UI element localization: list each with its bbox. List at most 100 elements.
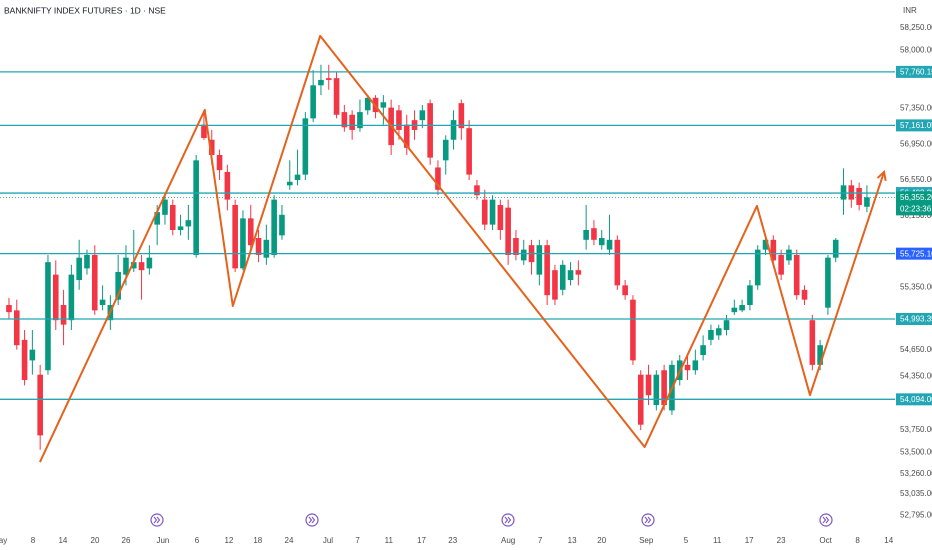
x-tick-label: 11: [713, 536, 722, 545]
candle-body: [419, 110, 426, 121]
candle-body: [263, 239, 270, 258]
last-price-label: 56,355.20: [900, 193, 932, 202]
candle-body: [325, 78, 332, 80]
candle-body: [84, 254, 90, 269]
candle-body: [13, 310, 20, 346]
x-tick-label: Sep: [639, 536, 654, 545]
candle-body: [302, 118, 309, 175]
candle-body: [825, 257, 831, 308]
candle-body: [606, 239, 613, 250]
event-icon: [305, 513, 319, 527]
event-icon: [819, 513, 833, 527]
event-icon-arrows: [644, 516, 652, 524]
candle-body: [856, 188, 862, 205]
candle-body: [271, 199, 277, 255]
level-label: 54,993.35: [900, 315, 932, 324]
y-tick-label: 54,650.00: [900, 345, 932, 354]
y-tick-label: 56,550.00: [900, 175, 932, 184]
candle-body: [435, 167, 441, 190]
candle-body: [536, 245, 543, 275]
candle-body: [520, 249, 527, 261]
candle-body: [793, 254, 800, 296]
candle-body: [567, 270, 574, 281]
candle-body: [123, 257, 129, 275]
x-tick-label: 14: [58, 536, 67, 545]
candle-body: [708, 330, 714, 340]
candle-body: [559, 264, 566, 290]
candle-body: [489, 199, 496, 225]
event-icon-arrows: [504, 516, 512, 524]
x-tick-label: 20: [597, 536, 606, 545]
x-tick-label: 8: [31, 536, 36, 545]
x-tick-label: 5: [684, 536, 689, 545]
candle-body: [723, 320, 730, 331]
candle-body: [762, 239, 769, 250]
candle-body: [60, 305, 67, 325]
level-label-box: [896, 393, 932, 406]
level-label-box: [896, 247, 932, 260]
candle-body: [68, 274, 75, 321]
x-tick-label: 14: [884, 536, 893, 545]
x-tick-label: 23: [777, 536, 786, 545]
event-icon: [150, 513, 164, 527]
candle-body: [497, 204, 504, 230]
candle-body: [185, 220, 192, 227]
y-tick-label: 53,260.00: [900, 469, 932, 478]
candle-body: [442, 139, 449, 161]
candle-body: [661, 370, 667, 406]
candle-body: [341, 112, 348, 128]
x-tick-label: 18: [253, 536, 262, 545]
candle-body: [349, 114, 355, 130]
candle-body: [396, 110, 402, 130]
x-tick-label: Jul: [323, 536, 333, 545]
candle-body: [731, 307, 738, 313]
candle-body: [255, 238, 262, 255]
candle-body: [832, 239, 839, 258]
candle-body: [747, 285, 753, 306]
x-tick-label: 24: [285, 536, 294, 545]
candle-body: [817, 345, 823, 365]
candle-body: [700, 345, 706, 356]
level-label-box: [896, 313, 932, 326]
candle-body: [614, 239, 621, 286]
candle-body: [162, 199, 168, 215]
candle-body: [403, 124, 410, 148]
candle-body: [99, 299, 106, 306]
candle-body: [505, 207, 511, 255]
candle-body: [169, 204, 176, 230]
candle-body: [208, 139, 215, 155]
countdown-label: 02:23:36: [900, 204, 932, 213]
event-icon-arrows: [822, 516, 830, 524]
candle-body: [474, 185, 480, 196]
candle-body: [91, 254, 98, 311]
candle-body: [76, 257, 82, 281]
x-tick-label: 7: [538, 536, 543, 545]
candle-body: [333, 78, 340, 115]
candle-body: [29, 349, 36, 361]
candle-body: [318, 79, 324, 86]
candle-body: [138, 262, 145, 271]
last-price-box: [896, 191, 932, 216]
candle-body: [684, 364, 691, 371]
candle-body: [513, 238, 519, 255]
x-tick-label: 7: [355, 536, 360, 545]
candle-body: [177, 226, 184, 230]
candle-body: [364, 97, 371, 111]
level-label-box: [896, 65, 932, 78]
candle-body: [52, 274, 59, 321]
x-tick-label: 12: [224, 536, 233, 545]
candle-body: [216, 154, 223, 171]
candle-body: [247, 218, 254, 246]
candle-body: [279, 214, 285, 236]
candle-body: [809, 320, 816, 365]
candle-body: [37, 374, 43, 436]
candle-body: [193, 160, 199, 255]
candle-body: [692, 360, 699, 371]
candle-body: [294, 174, 301, 180]
y-tick-label: 53,750.00: [900, 425, 932, 434]
y-tick-label: 58,250.00: [900, 23, 932, 32]
candle-body: [130, 262, 137, 269]
candle-body: [645, 374, 652, 396]
y-tick-label: 56,950.00: [900, 139, 932, 148]
